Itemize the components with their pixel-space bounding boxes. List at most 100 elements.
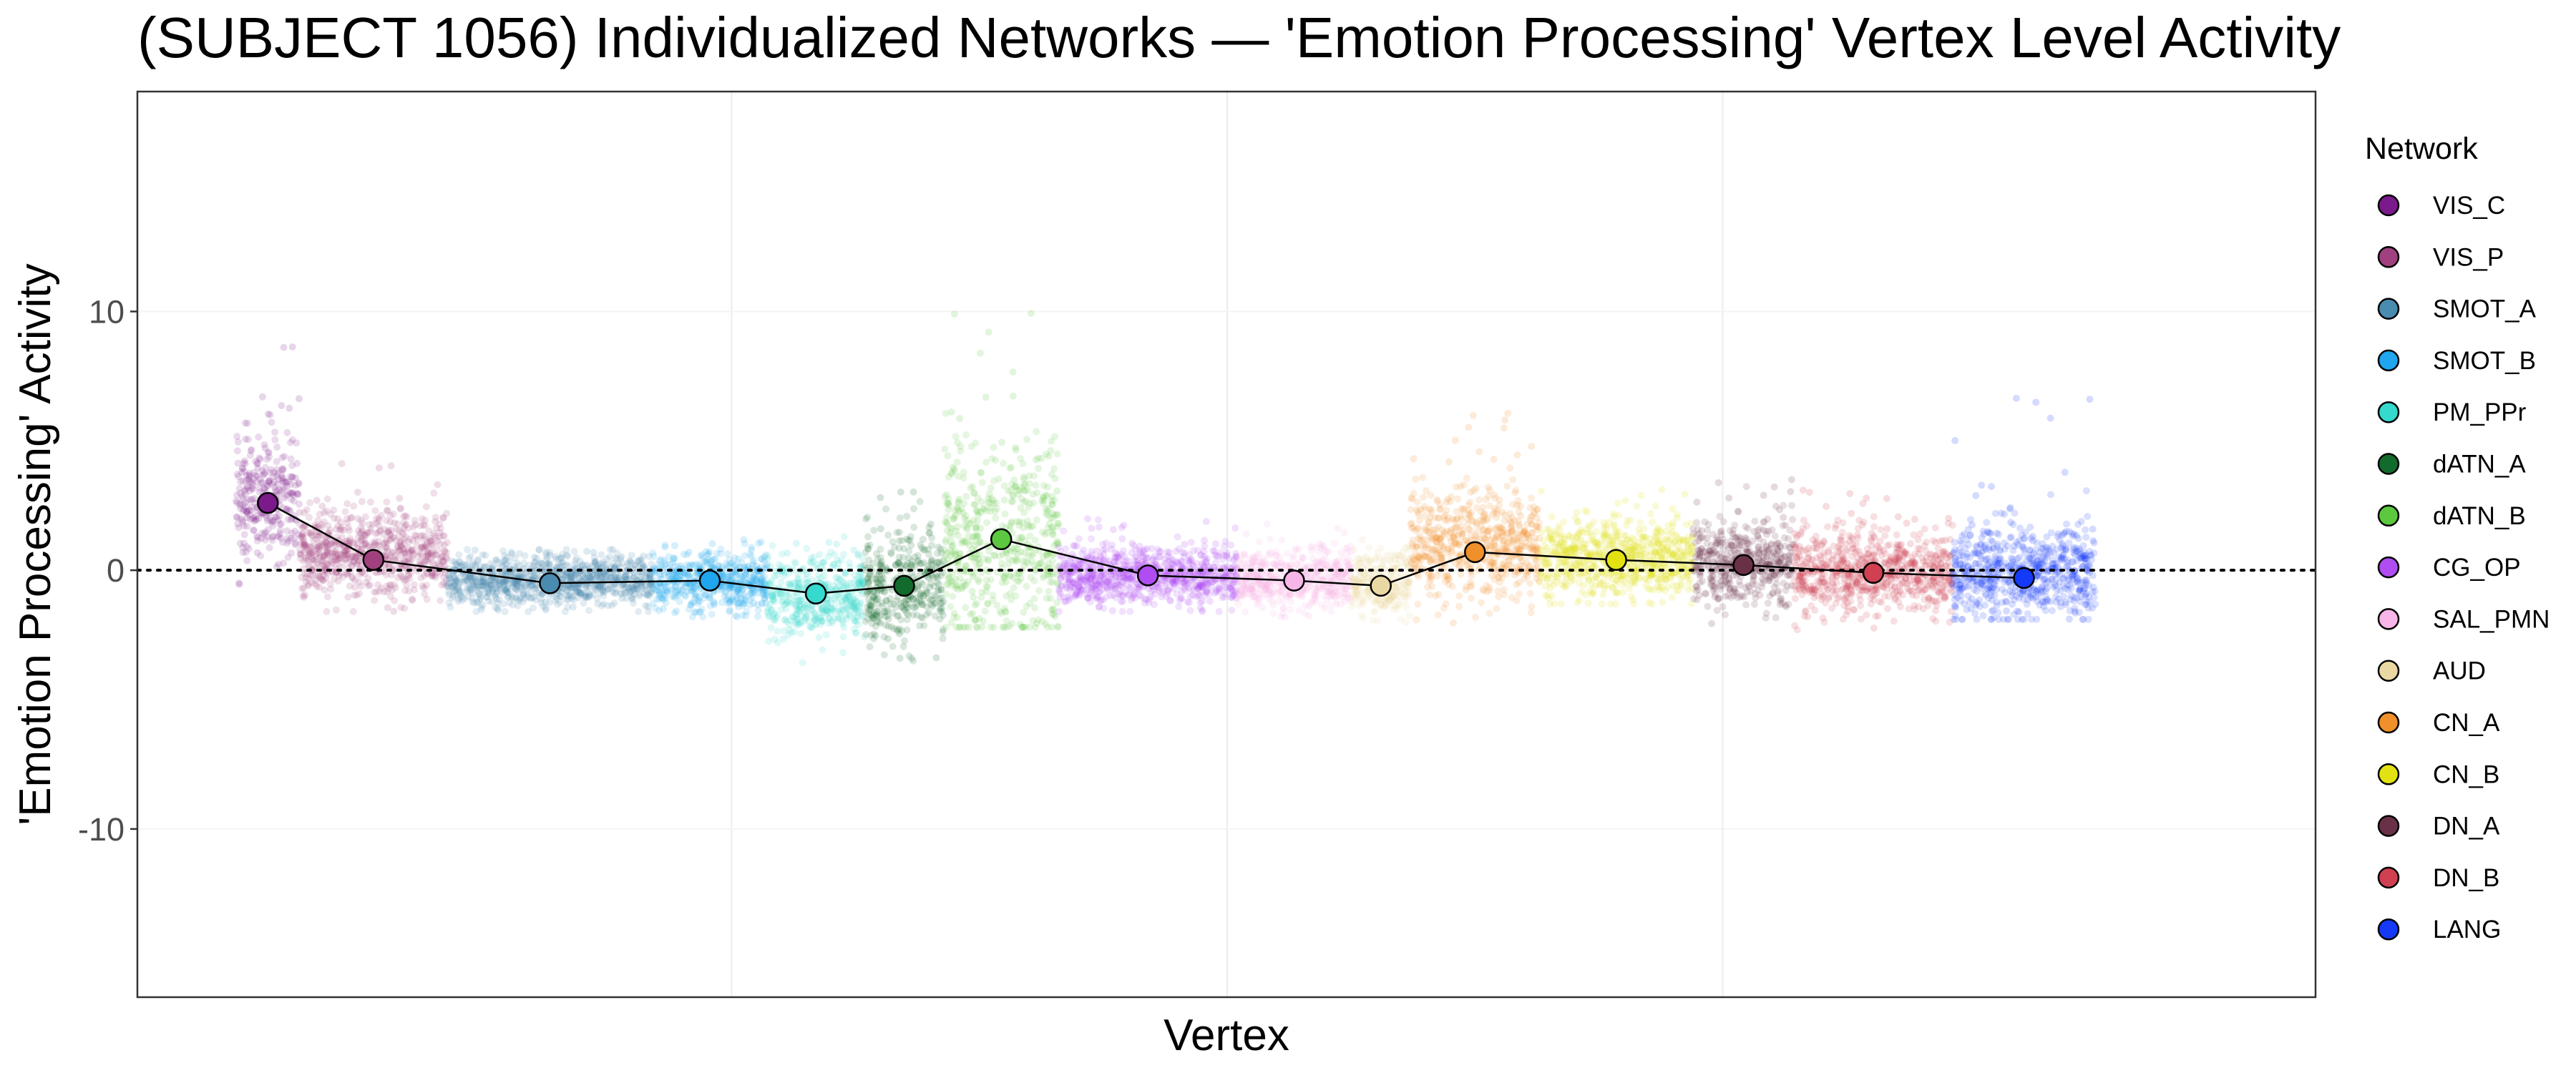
vertex-point bbox=[266, 469, 274, 476]
vertex-point bbox=[1030, 577, 1038, 584]
vertex-point bbox=[1184, 598, 1191, 606]
vertex-point bbox=[239, 519, 247, 526]
vertex-point bbox=[400, 535, 408, 543]
vertex-point bbox=[467, 586, 474, 594]
vertex-point bbox=[372, 530, 380, 537]
vertex-point bbox=[652, 604, 659, 612]
vertex-point bbox=[284, 554, 292, 561]
vertex-point bbox=[1025, 472, 1033, 480]
vertex-point bbox=[313, 496, 321, 504]
vertex-point bbox=[296, 509, 303, 516]
vertex-point bbox=[794, 571, 802, 579]
vertex-point bbox=[1199, 606, 1206, 614]
vertex-point bbox=[992, 514, 1000, 522]
vertex-point bbox=[268, 517, 276, 525]
vertex-point bbox=[987, 504, 995, 512]
vertex-point bbox=[384, 547, 391, 554]
vertex-point bbox=[889, 642, 897, 650]
vertex-point bbox=[715, 562, 722, 569]
vertex-point bbox=[383, 506, 391, 514]
vertex-point bbox=[317, 553, 325, 561]
vertex-point bbox=[295, 480, 303, 488]
vertex-point bbox=[241, 419, 249, 427]
vertex-point bbox=[892, 561, 899, 569]
vertex-point bbox=[987, 484, 995, 492]
vertex-point bbox=[542, 598, 550, 606]
vertex-point bbox=[275, 491, 283, 499]
vertex-point bbox=[233, 513, 240, 521]
vertex-point bbox=[445, 599, 453, 607]
vertex-point bbox=[1028, 310, 1035, 318]
vertex-point bbox=[738, 586, 746, 594]
vertex-point bbox=[950, 310, 958, 318]
vertex-point bbox=[295, 530, 303, 538]
vertex-point bbox=[1166, 549, 1173, 557]
vertex-point bbox=[810, 617, 818, 624]
vertex-point bbox=[243, 508, 250, 515]
vertex-point bbox=[960, 514, 968, 522]
vertex-point bbox=[1051, 433, 1058, 441]
vertex-point bbox=[777, 579, 785, 586]
vertex-point bbox=[852, 585, 860, 593]
vertex-point bbox=[1155, 584, 1163, 592]
vertex-point bbox=[358, 526, 366, 534]
vertex-point bbox=[905, 554, 913, 562]
vertex-point bbox=[849, 602, 857, 610]
vertex-point bbox=[280, 494, 288, 502]
vertex-point bbox=[910, 505, 917, 513]
vertex-point bbox=[597, 551, 605, 559]
vertex-point bbox=[371, 507, 379, 514]
vertex-point bbox=[997, 609, 1005, 617]
vertex-point bbox=[934, 574, 942, 581]
vertex-point bbox=[995, 475, 1002, 483]
vertex-point bbox=[241, 460, 249, 468]
vertex-point bbox=[242, 435, 249, 443]
vertex-point bbox=[1228, 607, 1236, 614]
vertex-point bbox=[1024, 559, 1032, 567]
vertex-point bbox=[757, 538, 765, 546]
vertex-point bbox=[562, 552, 570, 559]
vertex-point bbox=[253, 516, 260, 524]
vertex-point bbox=[952, 506, 959, 514]
vertex-point bbox=[905, 652, 913, 660]
vertex-point bbox=[612, 574, 620, 582]
vertex-point bbox=[245, 511, 253, 519]
vertex-point bbox=[580, 599, 587, 607]
vertex-point bbox=[1108, 607, 1116, 614]
vertex-point bbox=[877, 554, 884, 562]
vertex-point bbox=[269, 480, 277, 488]
vertex-point bbox=[247, 447, 255, 454]
vertex-point bbox=[418, 515, 426, 523]
vertex-point bbox=[366, 498, 374, 506]
vertex-point bbox=[254, 464, 262, 472]
vertex-point bbox=[245, 506, 253, 514]
vertex-point bbox=[238, 492, 246, 500]
vertex-point bbox=[1227, 542, 1235, 549]
vertex-point bbox=[903, 626, 911, 634]
vertex-point bbox=[914, 552, 922, 559]
vertex-point bbox=[957, 443, 965, 451]
vertex-point bbox=[981, 607, 989, 615]
vertex-point bbox=[364, 582, 372, 589]
vertex-point bbox=[956, 415, 964, 423]
vertex-point bbox=[1219, 556, 1226, 563]
vertex-point bbox=[250, 526, 257, 534]
vertex-point bbox=[865, 577, 873, 585]
vertex-point bbox=[509, 601, 517, 609]
vertex-point bbox=[1024, 517, 1031, 525]
vertex-point bbox=[1212, 540, 1219, 548]
vertex-point bbox=[343, 500, 351, 508]
vertex-point bbox=[618, 594, 626, 602]
vertex-point bbox=[268, 418, 275, 426]
vertex-point bbox=[572, 554, 580, 562]
vertex-point bbox=[390, 581, 398, 589]
vertex-point bbox=[361, 513, 369, 521]
vertex-point bbox=[1159, 562, 1166, 570]
vertex-point bbox=[239, 516, 247, 524]
vertex-point bbox=[1080, 547, 1088, 554]
vertex-point bbox=[250, 517, 258, 525]
vertex-point bbox=[877, 545, 884, 553]
vertex-point bbox=[670, 609, 678, 617]
vertex-point bbox=[273, 444, 281, 451]
vertex-point bbox=[248, 479, 256, 486]
